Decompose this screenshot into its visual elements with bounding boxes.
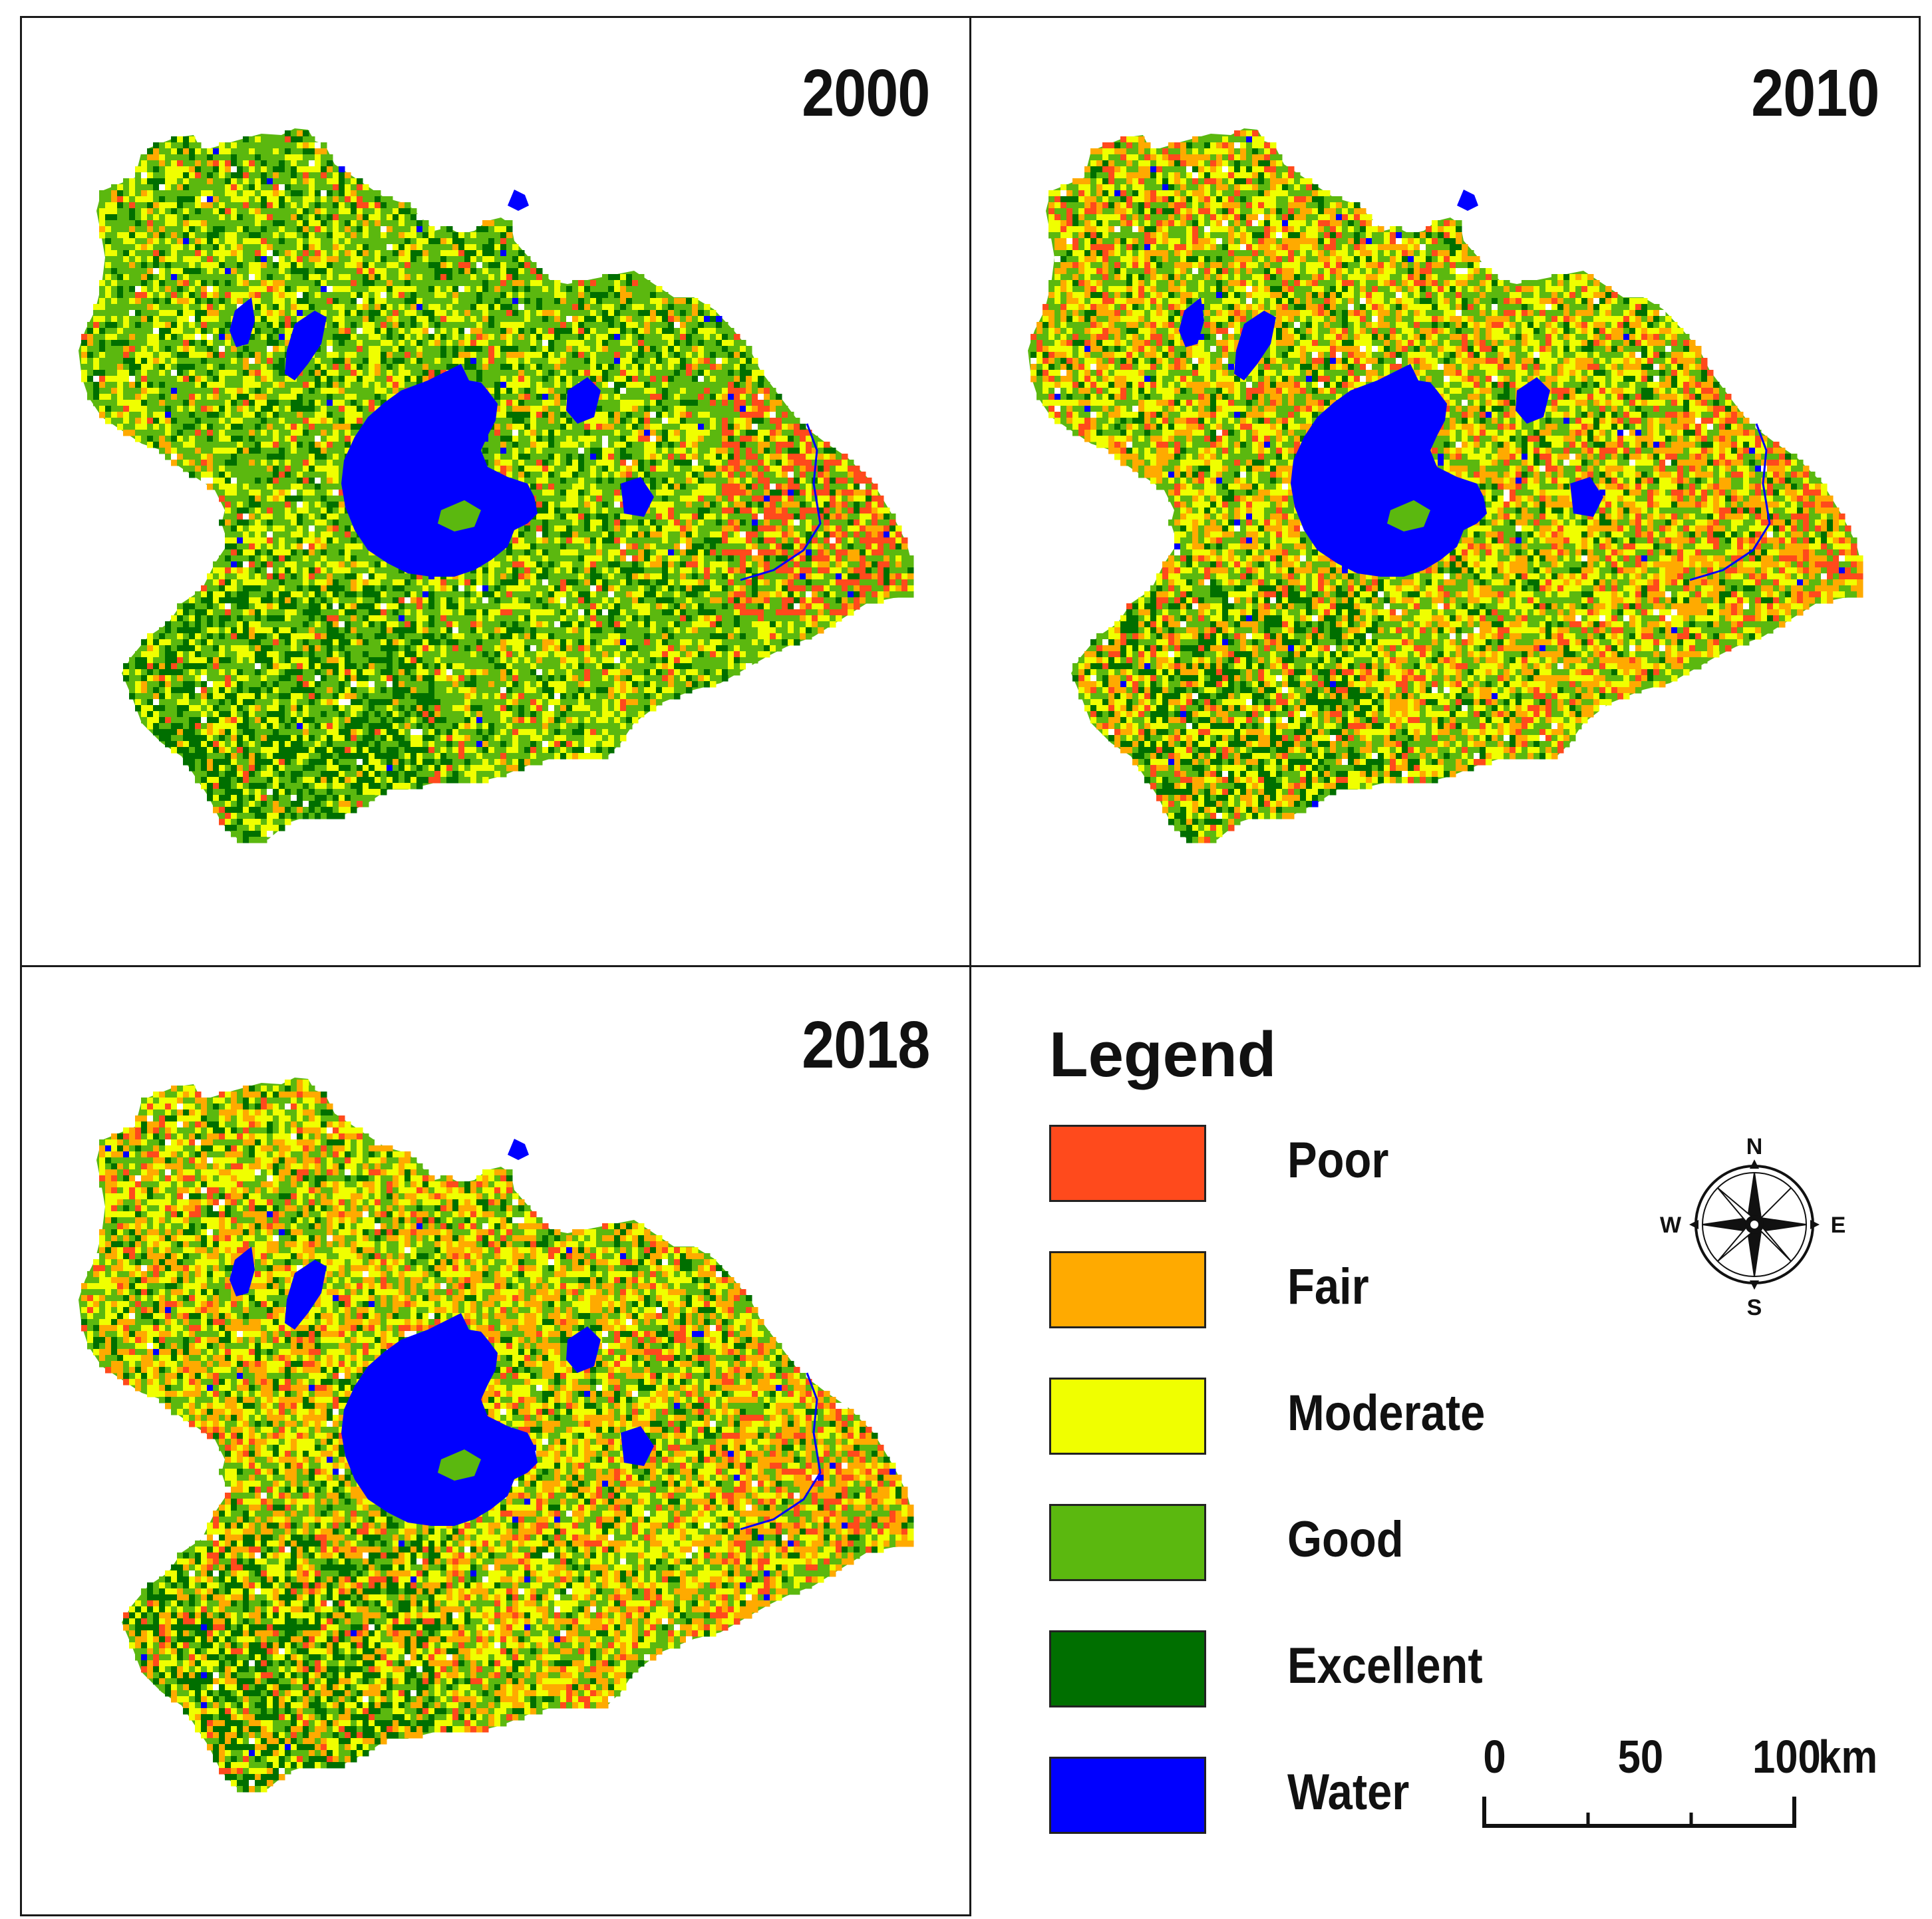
ecological-quality-map-2018	[79, 1078, 914, 1793]
legend-label-water: Water	[1287, 1763, 1409, 1821]
legend-swatch-poor	[1049, 1125, 1206, 1202]
lake	[341, 1313, 538, 1526]
lake	[1291, 364, 1487, 577]
scale-label-50: 50	[1618, 1730, 1664, 1783]
map-panel-2000: 2000	[20, 16, 971, 967]
compass-north-label: N	[1746, 1134, 1763, 1159]
small-lake-4	[508, 1139, 529, 1160]
legend-title: Legend	[1049, 1018, 1276, 1092]
compass-south-label: S	[1747, 1295, 1762, 1320]
map-panel-2010: 2010	[969, 16, 1921, 967]
map-panel-2018: 2018	[20, 965, 971, 1916]
small-lake-2	[566, 1326, 601, 1373]
small-lake-4	[1457, 190, 1478, 211]
small-lake-1	[285, 1260, 327, 1330]
year-label-2000: 2000	[802, 55, 930, 132]
scale-unit-label: km	[1818, 1730, 1877, 1783]
lake-island	[1387, 500, 1430, 531]
compass-west-label: W	[1660, 1213, 1682, 1238]
scale-label-0: 0	[1483, 1730, 1506, 1783]
year-label-2010: 2010	[1751, 55, 1879, 132]
small-lake-3	[1570, 477, 1603, 517]
small-lake-1	[285, 311, 327, 380]
lake-island	[438, 500, 481, 531]
legend-panel: Legend Poor Fair Moderate Good Excellent…	[969, 965, 1921, 1916]
lake-island	[438, 1449, 481, 1481]
small-lake-0	[1179, 297, 1204, 347]
scale-label-100: 100	[1752, 1730, 1821, 1783]
lake	[341, 364, 538, 577]
legend-swatch-good	[1049, 1504, 1206, 1581]
year-label-2018: 2018	[802, 1007, 930, 1084]
legend-swatch-water	[1049, 1757, 1206, 1834]
compass-rose-icon: N S W E	[1660, 1134, 1846, 1320]
small-lake-4	[508, 190, 529, 211]
small-lake-0	[230, 297, 255, 347]
small-lake-2	[1516, 377, 1550, 424]
legend-swatch-moderate	[1049, 1378, 1206, 1455]
legend-label-moderate: Moderate	[1287, 1384, 1485, 1442]
legend-label-fair: Fair	[1287, 1258, 1369, 1316]
small-lake-3	[621, 477, 654, 517]
ecological-quality-map-2000	[79, 128, 914, 843]
compass-east-label: E	[1831, 1213, 1846, 1238]
scale-bar-line	[1482, 1797, 1796, 1828]
small-lake-1	[1234, 311, 1276, 380]
small-lake-3	[621, 1426, 654, 1466]
scale-bar: 0 50 100 km	[1482, 1730, 1877, 1837]
legend-swatch-excellent	[1049, 1630, 1206, 1707]
ecological-quality-map-2010	[1028, 128, 1863, 843]
legend-label-poor: Poor	[1287, 1131, 1388, 1189]
small-lake-0	[230, 1247, 255, 1296]
legend-label-good: Good	[1287, 1511, 1404, 1568]
legend-swatch-fair	[1049, 1251, 1206, 1328]
legend-label-excellent: Excellent	[1287, 1637, 1483, 1695]
small-lake-2	[566, 377, 601, 424]
